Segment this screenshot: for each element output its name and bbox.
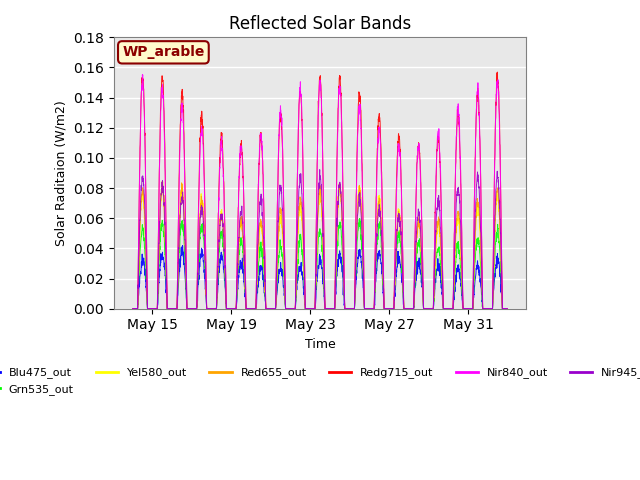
Text: WP_arable: WP_arable bbox=[122, 45, 205, 60]
Legend: Blu475_out, Grn535_out, Yel580_out, Red655_out, Redg715_out, Nir840_out, Nir945_: Blu475_out, Grn535_out, Yel580_out, Red6… bbox=[0, 363, 640, 399]
Y-axis label: Solar Raditaion (W/m2): Solar Raditaion (W/m2) bbox=[55, 100, 68, 246]
Title: Reflected Solar Bands: Reflected Solar Bands bbox=[229, 15, 411, 33]
X-axis label: Time: Time bbox=[305, 338, 335, 351]
